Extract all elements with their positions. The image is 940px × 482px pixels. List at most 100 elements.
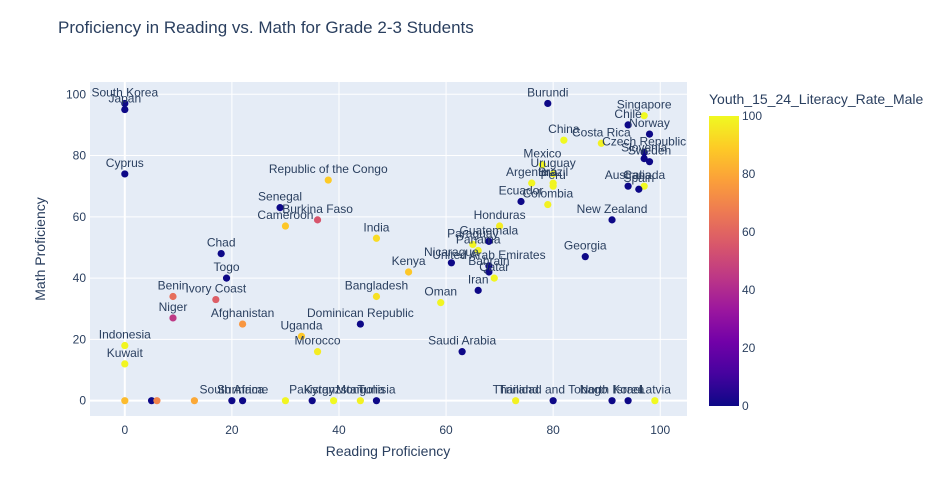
point-label: Pakistan [289, 383, 335, 397]
data-point [169, 314, 177, 322]
point-label: Israel [613, 383, 642, 397]
point-label: Togo [214, 260, 240, 274]
point-label: Australia [605, 168, 652, 182]
point-label: China [548, 122, 580, 136]
data-point [281, 222, 290, 230]
point-label: Peru [540, 168, 565, 182]
data-point [324, 176, 332, 184]
point-label: Tunisia [357, 383, 396, 397]
plot-area [90, 82, 687, 416]
data-point [544, 200, 552, 209]
data-point [624, 121, 632, 129]
colorbar-tick-label: 60 [742, 225, 756, 239]
data-point [469, 240, 477, 249]
data-point [153, 397, 161, 405]
data-point [635, 185, 643, 193]
x-tick-label: 40 [332, 423, 346, 437]
data-point [356, 320, 364, 328]
data-point [608, 397, 616, 405]
data-point [356, 397, 364, 405]
point-label: New Zealand [577, 202, 648, 216]
data-point [308, 397, 316, 405]
point-label: Georgia [564, 239, 607, 253]
point-label: Brazil [538, 165, 568, 179]
data-point [496, 222, 504, 230]
data-point [517, 197, 525, 206]
point-label: Mongolia [336, 383, 385, 397]
point-label: North Korea [580, 383, 645, 397]
point-label: Senegal [258, 190, 302, 204]
data-point [297, 332, 306, 340]
data-point [238, 397, 247, 405]
data-points [121, 99, 659, 405]
data-point [121, 360, 129, 368]
data-point [447, 259, 456, 267]
y-tick-label: 0 [79, 394, 86, 408]
data-point [549, 182, 557, 190]
x-axis-title: Reading Proficiency [326, 443, 451, 459]
data-point [640, 112, 648, 120]
data-point [608, 216, 616, 224]
point-label: Panama [456, 233, 501, 247]
data-point [281, 397, 290, 405]
point-label: Indonesia [99, 328, 151, 342]
data-point [238, 320, 247, 328]
point-label: Bahrain [468, 254, 509, 268]
point-label: Trinidad and Tobago [499, 383, 608, 397]
point-label: Uganda [280, 318, 322, 332]
point-label: Spain [623, 171, 654, 185]
colorbar-tick-label: 40 [742, 283, 756, 297]
point-label: Ivory Coast [185, 282, 246, 296]
data-point [485, 237, 493, 245]
point-label: Cameroon [257, 208, 313, 222]
data-point [549, 397, 557, 405]
point-label: Canada [623, 168, 665, 182]
point-label: India [363, 220, 389, 234]
data-point [121, 170, 129, 178]
x-tick-label: 80 [546, 423, 560, 437]
data-point [147, 397, 156, 405]
point-label: Oman [424, 285, 457, 299]
point-label: Argentina [506, 165, 558, 179]
data-point [276, 204, 284, 212]
point-label: Burundi [527, 85, 568, 99]
point-label: Ecuador [499, 184, 544, 198]
point-label: South Korea [91, 85, 158, 99]
point-label: Burkina Faso [282, 202, 353, 216]
point-label: Honduras [474, 208, 526, 222]
data-point [624, 397, 632, 405]
point-label: Slovenia [621, 141, 667, 155]
data-point [538, 161, 547, 169]
data-point [474, 286, 482, 294]
data-point [372, 292, 381, 301]
grid [90, 82, 687, 416]
data-point [560, 136, 568, 144]
data-point [228, 397, 236, 405]
y-tick-label: 100 [66, 87, 86, 101]
data-point [485, 262, 493, 270]
data-point [640, 182, 648, 190]
point-label: Sweden [628, 144, 671, 158]
point-label: Chad [207, 236, 236, 250]
point-label: Saudi Arabia [428, 334, 496, 348]
colorbar-tick-label: 80 [742, 167, 756, 181]
point-label: Iran [468, 272, 489, 286]
point-label: Colombia [522, 187, 573, 201]
data-point [121, 105, 129, 114]
point-label: South Africa [200, 383, 265, 397]
point-label: Dominican Republic [307, 306, 414, 320]
point-label: Norway [629, 116, 670, 130]
colorbar-ticks: 0 20 40 60 80 100 [742, 109, 762, 413]
data-point [313, 216, 322, 224]
data-point [190, 397, 199, 405]
point-label: Chile [614, 107, 642, 121]
point-label: Suriname [217, 383, 269, 397]
point-label: Niger [159, 300, 188, 314]
data-point [121, 341, 129, 350]
data-point [437, 299, 445, 307]
data-point [474, 246, 482, 255]
y-tick-label: 20 [73, 332, 87, 346]
point-label: Uruguay [530, 156, 575, 170]
